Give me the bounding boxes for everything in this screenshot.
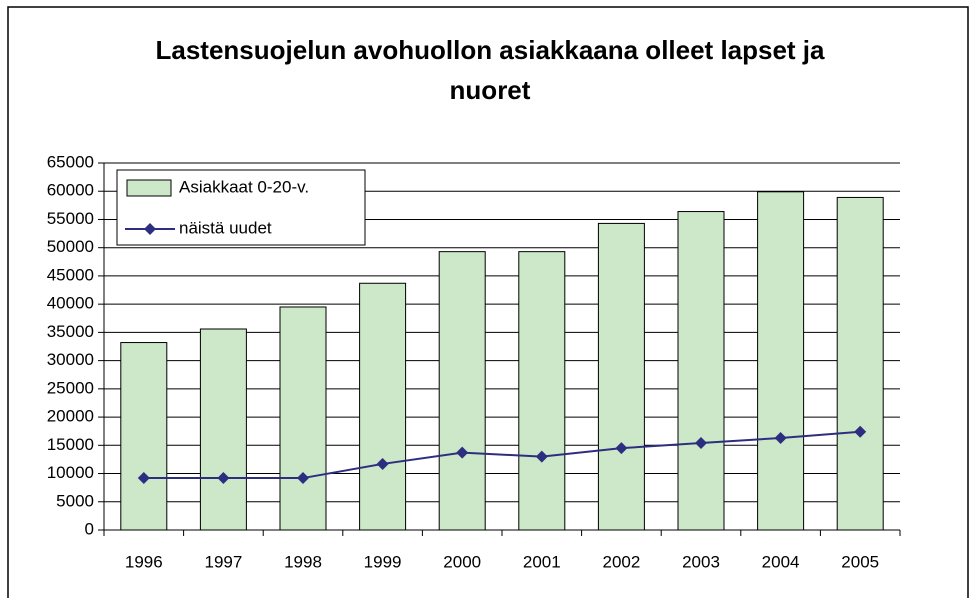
marker: [137, 472, 150, 485]
chart-title: Lastensuojelun avohuollon asiakkaana oll…: [156, 35, 826, 65]
x-tick-label: 2003: [682, 552, 720, 571]
y-tick-label: 55000: [47, 209, 94, 228]
bar: [120, 342, 168, 531]
x-tick-label: 2004: [762, 552, 800, 571]
marker: [217, 472, 230, 485]
y-tick-label: 30000: [47, 350, 94, 369]
y-tick-label: 40000: [47, 294, 94, 313]
line: [143, 430, 861, 480]
legend-swatch: [126, 179, 172, 197]
legend-label: näistä uudet: [179, 218, 272, 237]
bar: [597, 222, 645, 531]
x-tick-label: 2005: [841, 552, 879, 571]
y-tick-label: 35000: [47, 322, 94, 341]
bar: [199, 328, 247, 531]
bar: [359, 282, 407, 531]
x-tick-label: 2002: [602, 552, 640, 571]
y-tick-label: 45000: [47, 265, 94, 284]
y-tick-label: 0: [85, 519, 94, 538]
bar: [757, 191, 805, 531]
y-tick-label: 20000: [47, 407, 94, 426]
y-tick-label: 50000: [47, 237, 94, 256]
y-tick-label: 5000: [56, 491, 94, 510]
x-tick-label: 2000: [443, 552, 481, 571]
x-tick-label: 1999: [364, 552, 402, 571]
legend-label: Asiakkaat 0-20-v.: [179, 177, 309, 196]
marker: [615, 442, 628, 455]
bar: [677, 211, 725, 531]
x-tick-label: 1998: [284, 552, 322, 571]
chart-frame: [7, 6, 969, 598]
legend-marker: [144, 223, 156, 235]
marker: [297, 472, 309, 485]
y-tick-label: 60000: [47, 181, 94, 200]
y-tick-label: 15000: [47, 435, 94, 454]
marker: [854, 425, 867, 438]
bar: [438, 251, 486, 531]
bar: [836, 196, 884, 531]
x-tick-label: 1996: [125, 552, 163, 571]
marker: [456, 446, 469, 459]
bar: [518, 251, 566, 531]
y-tick-label: 65000: [47, 152, 94, 171]
y-tick-label: 10000: [47, 463, 94, 482]
marker: [695, 437, 707, 450]
bar: [279, 306, 327, 531]
x-tick-label: 1997: [204, 552, 242, 571]
chart-title: nuoret: [450, 75, 531, 105]
marker: [376, 457, 389, 470]
marker: [774, 431, 787, 444]
x-tick-label: 2001: [523, 552, 561, 571]
marker: [535, 450, 548, 463]
y-tick-label: 25000: [47, 378, 94, 397]
